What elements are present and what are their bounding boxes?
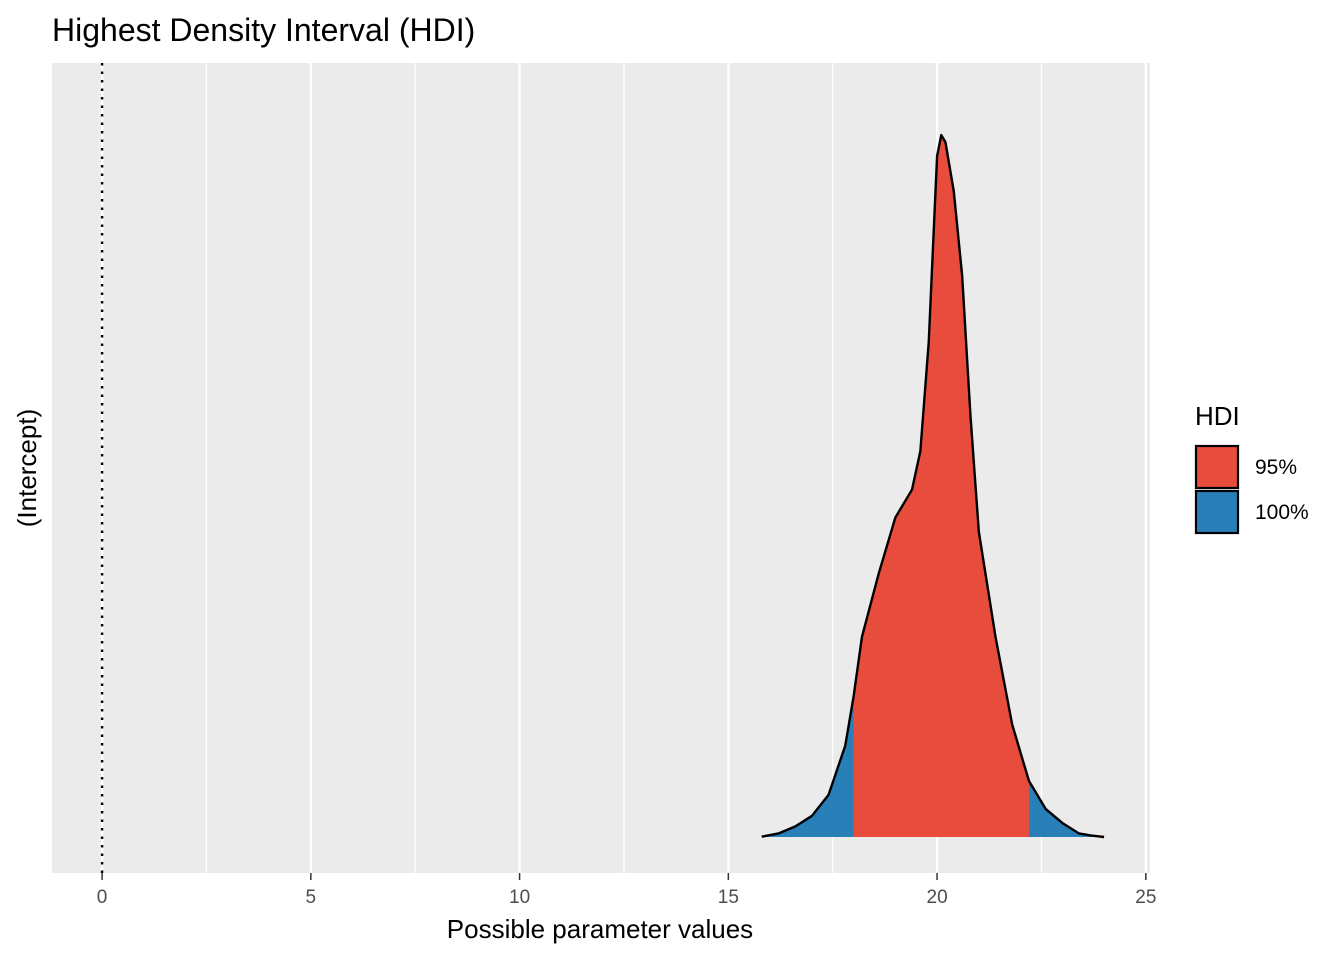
density-areas xyxy=(761,133,1105,839)
legend-swatch-95 xyxy=(1194,444,1240,490)
x-tick-label: 15 xyxy=(718,887,739,908)
legend-label: 95% xyxy=(1255,456,1297,479)
hdi-95-area xyxy=(853,135,1029,838)
x-axis: 0 5 10 15 20 25 xyxy=(97,873,1156,908)
x-tick-label: 10 xyxy=(509,887,530,908)
chart-title: Highest Density Interval (HDI) xyxy=(52,12,475,48)
legend: HDI 95% 100% xyxy=(1194,401,1309,535)
y-axis-label: (Intercept) xyxy=(12,409,42,528)
legend-swatch-100 xyxy=(1194,489,1240,535)
x-axis-title: Possible parameter values xyxy=(447,914,753,944)
x-tick-label: 25 xyxy=(1135,887,1156,908)
x-tick-label: 20 xyxy=(927,887,948,908)
x-tick-label: 5 xyxy=(306,887,317,908)
x-tick-label: 0 xyxy=(97,887,108,908)
legend-title: HDI xyxy=(1195,401,1240,431)
legend-label: 100% xyxy=(1255,501,1309,524)
legend-items: 95% 100% xyxy=(1194,444,1309,535)
density-outline xyxy=(761,133,1105,839)
